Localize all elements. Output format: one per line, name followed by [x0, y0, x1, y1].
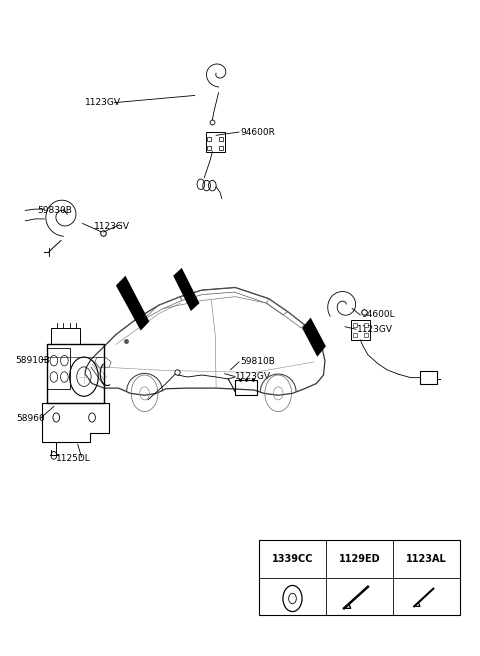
Text: 1123GV: 1123GV [85, 98, 121, 107]
Text: 1123GV: 1123GV [357, 325, 393, 334]
Polygon shape [116, 276, 149, 331]
Text: 59830B: 59830B [37, 206, 72, 215]
Text: 59810B: 59810B [240, 358, 275, 367]
Text: 1123GV: 1123GV [235, 373, 271, 382]
Polygon shape [173, 268, 199, 311]
Text: 94600R: 94600R [240, 127, 275, 136]
Bar [47, 348, 70, 389]
Text: 94600L: 94600L [362, 310, 396, 319]
Text: 1129ED: 1129ED [338, 554, 380, 564]
Text: 58960: 58960 [17, 414, 46, 422]
Polygon shape [302, 318, 326, 357]
Bar [259, 541, 459, 615]
Bar [47, 344, 104, 403]
Text: 1339CC: 1339CC [272, 554, 313, 564]
Text: 1125DL: 1125DL [56, 454, 91, 463]
Text: 1123GV: 1123GV [95, 222, 131, 232]
Text: 1123AL: 1123AL [406, 554, 446, 564]
Text: 58910B: 58910B [16, 356, 50, 365]
